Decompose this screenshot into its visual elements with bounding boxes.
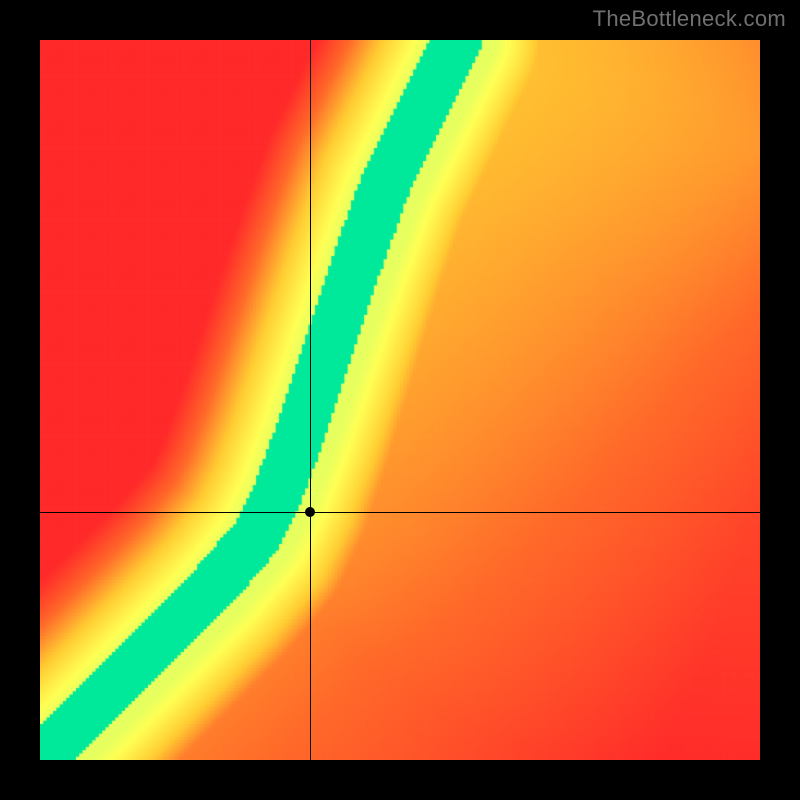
- watermark-text: TheBottleneck.com: [593, 6, 786, 32]
- crosshair-vertical: [310, 40, 311, 760]
- chart-container: TheBottleneck.com: [0, 0, 800, 800]
- plot-area: [40, 40, 760, 760]
- heatmap-canvas: [40, 40, 760, 760]
- crosshair-horizontal: [40, 512, 760, 513]
- crosshair-marker: [305, 507, 315, 517]
